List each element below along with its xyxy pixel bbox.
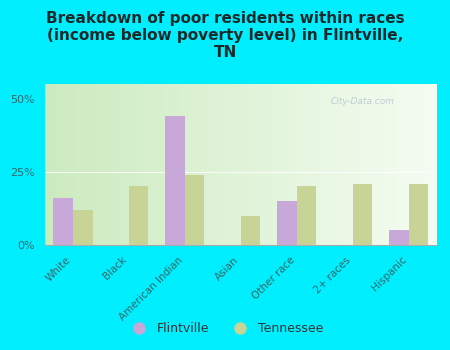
Bar [409, 183, 428, 245]
Bar [129, 187, 148, 245]
Legend: Flintville, Tennessee: Flintville, Tennessee [122, 317, 328, 340]
Bar [297, 187, 316, 245]
Bar [241, 216, 260, 245]
Bar [353, 183, 372, 245]
Bar [389, 230, 409, 245]
Bar [277, 201, 297, 245]
Text: Breakdown of poor residents within races
(income below poverty level) in Flintvi: Breakdown of poor residents within races… [46, 10, 404, 60]
Text: City-Data.com: City-Data.com [331, 97, 395, 106]
Bar [54, 198, 73, 245]
Bar [165, 116, 185, 245]
Bar [185, 175, 204, 245]
Bar [73, 210, 93, 245]
